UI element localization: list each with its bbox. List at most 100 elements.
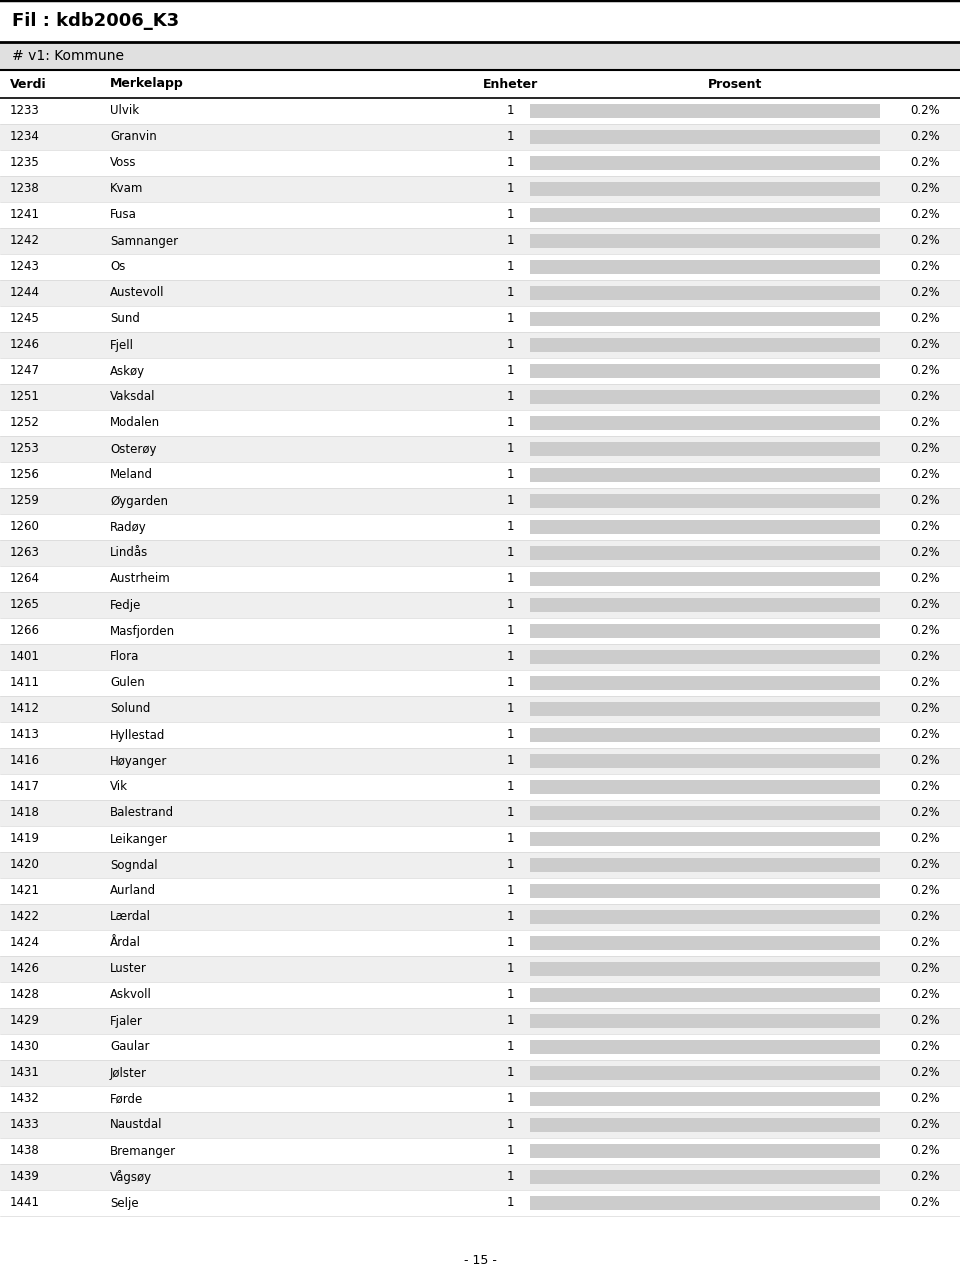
Text: 1241: 1241 xyxy=(10,208,40,222)
Text: Merkelapp: Merkelapp xyxy=(110,77,183,90)
Text: 1243: 1243 xyxy=(10,261,40,273)
Text: 1: 1 xyxy=(506,520,514,533)
Text: 1: 1 xyxy=(506,910,514,923)
Text: 0.2%: 0.2% xyxy=(910,131,940,144)
Bar xyxy=(0,1034,960,1061)
Bar xyxy=(530,546,880,560)
Text: 1260: 1260 xyxy=(10,520,40,533)
Text: Ulvik: Ulvik xyxy=(110,104,139,118)
Bar xyxy=(0,202,960,229)
Bar xyxy=(530,520,880,534)
Text: 1: 1 xyxy=(506,885,514,898)
Text: 0.2%: 0.2% xyxy=(910,1118,940,1131)
Bar xyxy=(0,722,960,749)
Text: Aurland: Aurland xyxy=(110,885,156,898)
Bar xyxy=(530,624,880,638)
Bar xyxy=(530,1066,880,1080)
Text: 1: 1 xyxy=(506,989,514,1002)
Text: 1: 1 xyxy=(506,728,514,741)
Text: 0.2%: 0.2% xyxy=(910,651,940,664)
Text: 1: 1 xyxy=(506,781,514,794)
Text: Voss: Voss xyxy=(110,157,136,169)
Bar xyxy=(0,306,960,333)
Bar xyxy=(0,800,960,826)
Bar xyxy=(0,696,960,722)
Text: Sund: Sund xyxy=(110,312,140,326)
Bar xyxy=(530,467,880,483)
Text: 0.2%: 0.2% xyxy=(910,832,940,845)
Text: 1: 1 xyxy=(506,832,514,845)
Text: 1253: 1253 xyxy=(10,443,39,456)
Text: Austrheim: Austrheim xyxy=(110,573,171,586)
Text: 1418: 1418 xyxy=(10,806,40,819)
Text: 0.2%: 0.2% xyxy=(910,1040,940,1053)
Text: 1424: 1424 xyxy=(10,936,40,949)
Text: 0.2%: 0.2% xyxy=(910,781,940,794)
Text: 0.2%: 0.2% xyxy=(910,339,940,352)
Bar xyxy=(530,702,880,716)
Text: 0.2%: 0.2% xyxy=(910,104,940,118)
Text: 1439: 1439 xyxy=(10,1171,40,1184)
Bar xyxy=(0,1138,960,1165)
Text: 0.2%: 0.2% xyxy=(910,312,940,326)
Text: Fjell: Fjell xyxy=(110,339,134,352)
Text: 1: 1 xyxy=(506,494,514,507)
Text: 1441: 1441 xyxy=(10,1197,40,1210)
Bar xyxy=(530,1170,880,1184)
Text: 1245: 1245 xyxy=(10,312,40,326)
Bar xyxy=(0,1190,960,1216)
Bar xyxy=(0,878,960,904)
Bar xyxy=(530,832,880,846)
Text: 0.2%: 0.2% xyxy=(910,547,940,560)
Text: Sogndal: Sogndal xyxy=(110,859,157,872)
Bar xyxy=(530,1195,880,1210)
Text: 0.2%: 0.2% xyxy=(910,416,940,430)
Text: 1422: 1422 xyxy=(10,910,40,923)
Bar xyxy=(0,670,960,696)
Text: Lærdal: Lærdal xyxy=(110,910,151,923)
Text: Fil : kdb2006_K3: Fil : kdb2006_K3 xyxy=(12,12,180,30)
Text: Radøy: Radøy xyxy=(110,520,147,533)
Text: 1421: 1421 xyxy=(10,885,40,898)
Text: 0.2%: 0.2% xyxy=(910,1067,940,1080)
Bar xyxy=(530,728,880,742)
Text: 1: 1 xyxy=(506,573,514,586)
Text: 1: 1 xyxy=(506,365,514,377)
Text: 0.2%: 0.2% xyxy=(910,702,940,715)
Text: 1420: 1420 xyxy=(10,859,40,872)
Text: 1: 1 xyxy=(506,1093,514,1106)
Text: 1246: 1246 xyxy=(10,339,40,352)
Bar xyxy=(0,514,960,541)
Bar xyxy=(530,675,880,691)
Bar xyxy=(0,774,960,800)
Text: 0.2%: 0.2% xyxy=(910,182,940,195)
Text: Enheter: Enheter xyxy=(482,77,538,90)
Text: 1: 1 xyxy=(506,182,514,195)
Bar xyxy=(530,259,880,275)
Bar xyxy=(0,98,960,125)
Bar xyxy=(530,598,880,612)
Text: Balestrand: Balestrand xyxy=(110,806,174,819)
Text: Fjaler: Fjaler xyxy=(110,1014,143,1027)
Bar xyxy=(530,779,880,794)
Text: 1: 1 xyxy=(506,755,514,768)
Text: 0.2%: 0.2% xyxy=(910,859,940,872)
Bar xyxy=(0,280,960,306)
Text: 0.2%: 0.2% xyxy=(910,208,940,222)
Bar xyxy=(530,338,880,352)
Text: Askvoll: Askvoll xyxy=(110,989,152,1002)
Text: 0.2%: 0.2% xyxy=(910,1014,940,1027)
Text: Austevoll: Austevoll xyxy=(110,286,164,299)
Text: Verdi: Verdi xyxy=(10,77,47,90)
Text: 0.2%: 0.2% xyxy=(910,573,940,586)
Text: 1: 1 xyxy=(506,1171,514,1184)
Text: Luster: Luster xyxy=(110,963,147,976)
Text: 1431: 1431 xyxy=(10,1067,40,1080)
Text: 0.2%: 0.2% xyxy=(910,624,940,637)
Text: 1265: 1265 xyxy=(10,598,40,611)
Bar xyxy=(0,1112,960,1138)
Text: 1: 1 xyxy=(506,416,514,430)
Text: 1: 1 xyxy=(506,1014,514,1027)
Text: 1266: 1266 xyxy=(10,624,40,637)
Text: 0.2%: 0.2% xyxy=(910,1197,940,1210)
